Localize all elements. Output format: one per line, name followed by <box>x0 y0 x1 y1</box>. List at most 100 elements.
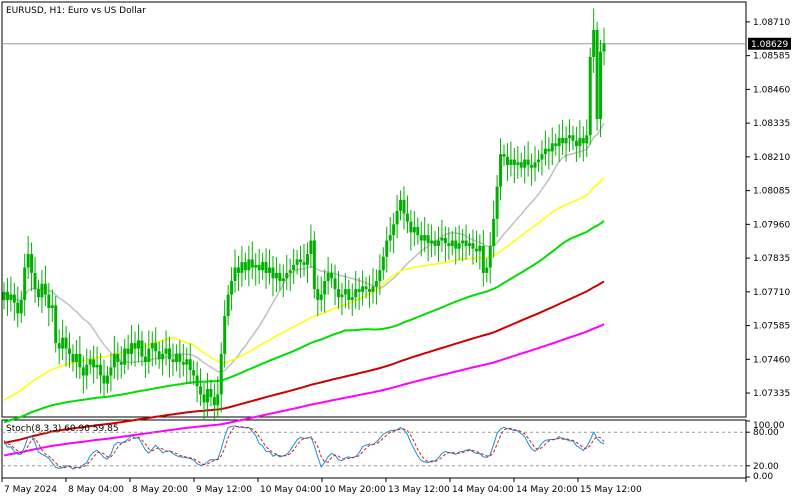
candle-body <box>178 353 182 363</box>
candle <box>64 326 68 367</box>
candle-body <box>5 291 9 300</box>
candle <box>333 264 337 306</box>
candle <box>181 343 185 377</box>
candle <box>188 343 192 384</box>
candle <box>568 119 572 152</box>
candle-body <box>188 359 192 371</box>
candle-body <box>388 235 392 241</box>
candle-body <box>205 389 209 403</box>
candle <box>423 217 427 253</box>
y-tick-label: 1.08585 <box>753 52 790 62</box>
candle-body <box>81 367 85 376</box>
candle-body <box>568 135 572 138</box>
candle <box>112 335 116 380</box>
candle <box>561 119 565 155</box>
candle <box>512 147 516 184</box>
candle <box>164 330 168 366</box>
candle-body <box>36 289 40 298</box>
candle <box>499 138 503 201</box>
candle-body <box>485 267 489 273</box>
candle-body <box>302 262 306 265</box>
candle-body <box>240 262 244 273</box>
candle-body <box>540 154 544 160</box>
y-tick-label: 1.08710 <box>753 18 790 28</box>
candle-body <box>385 240 389 257</box>
y-tick-label: 1.07710 <box>753 288 790 298</box>
candle-body <box>54 305 58 344</box>
candle-body <box>409 221 413 233</box>
candle <box>533 146 537 182</box>
candle-body <box>278 272 282 282</box>
candle <box>447 227 451 260</box>
y-tick-label: 1.08460 <box>753 85 790 95</box>
candle <box>571 125 575 151</box>
candle-body <box>71 353 75 363</box>
candle <box>212 383 216 422</box>
candle <box>247 245 251 287</box>
candle <box>430 224 434 258</box>
candle <box>130 325 134 366</box>
candle <box>509 141 513 177</box>
candle-body <box>68 348 72 354</box>
candle-body <box>471 243 475 249</box>
candle <box>357 277 361 310</box>
candle-body <box>474 248 478 252</box>
candle-body <box>219 353 223 395</box>
candle <box>205 373 209 417</box>
candle <box>299 245 303 279</box>
candle-body <box>392 224 396 236</box>
candle <box>257 248 261 285</box>
candle-body <box>192 370 196 376</box>
candle-body <box>557 137 561 147</box>
candle-body <box>109 367 113 376</box>
candle <box>316 275 320 316</box>
candle <box>450 231 454 256</box>
candle <box>554 133 558 156</box>
candle-body <box>571 135 575 141</box>
candle <box>326 257 330 295</box>
candle <box>54 295 58 353</box>
candle-body <box>33 272 37 290</box>
candle-body <box>216 394 220 406</box>
candle <box>395 194 399 239</box>
ma-line-ma-300 <box>3 323 605 457</box>
candle <box>271 255 275 297</box>
candle <box>295 249 299 275</box>
candle <box>109 353 113 392</box>
candle-body <box>195 375 199 387</box>
candle-body <box>495 186 499 219</box>
candle <box>230 267 234 311</box>
candle <box>2 282 6 310</box>
stoch-plot <box>2 425 746 470</box>
candle <box>495 174 499 238</box>
candle-body <box>212 397 216 406</box>
stoch-pane-frame <box>1 419 747 479</box>
candle-body <box>264 262 268 273</box>
candle-body <box>523 159 527 168</box>
candle-body <box>530 164 534 168</box>
candle-body <box>64 337 68 349</box>
candle <box>288 258 292 292</box>
candle-body <box>140 340 144 357</box>
candle-body <box>319 294 323 300</box>
candle <box>385 226 389 273</box>
candle <box>550 127 554 166</box>
candle-body <box>230 281 234 295</box>
candle-body <box>450 240 454 246</box>
candle <box>102 359 106 398</box>
y-tick-label: 1.07585 <box>753 322 790 332</box>
candle <box>516 146 520 179</box>
main-pane-frame <box>1 1 747 418</box>
candle <box>578 119 582 158</box>
candle <box>5 278 9 316</box>
candle <box>388 217 392 253</box>
candle <box>50 289 54 322</box>
candle-body <box>271 267 275 279</box>
candle-body <box>416 227 420 236</box>
candle-body <box>426 235 430 244</box>
candle-body <box>99 364 103 376</box>
candle-body <box>254 264 258 268</box>
candle <box>171 343 175 376</box>
